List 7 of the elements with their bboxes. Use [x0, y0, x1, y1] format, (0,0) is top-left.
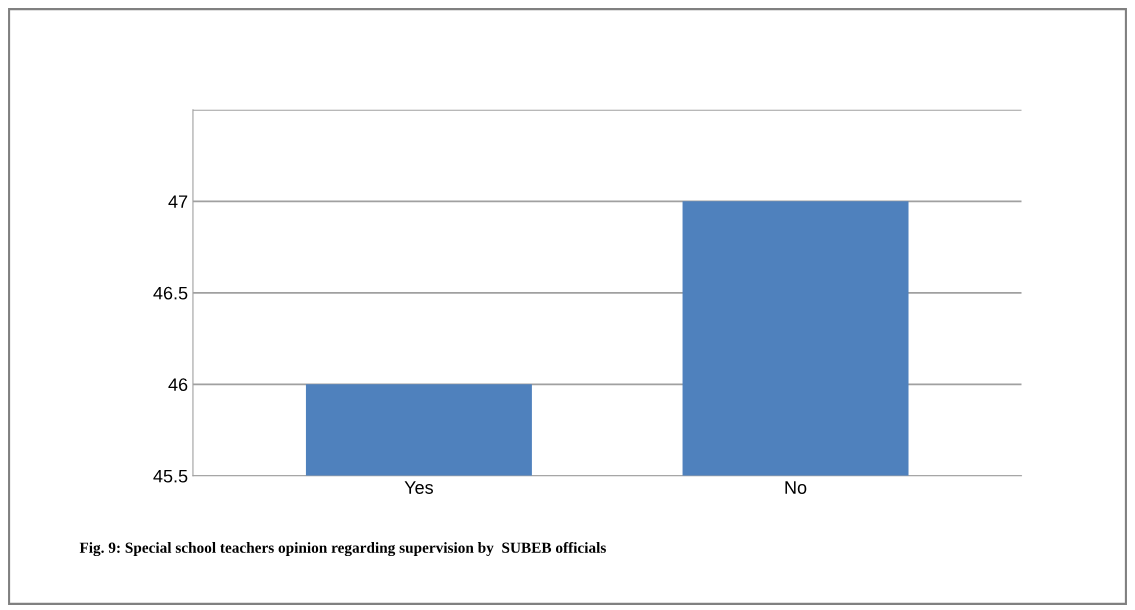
y-tick-label: 46 — [168, 378, 188, 392]
caption: Fig. 9: Special school teachers opinion regarding supervision by SUBEB officials — [79, 541, 606, 557]
y-tick-label: 45.5 — [153, 469, 188, 483]
x-tick-label: No — [785, 481, 807, 494]
y-tick-label: 47 — [168, 195, 188, 208]
x-tick-label: Yes — [404, 481, 433, 494]
y-tick-label: 46.5 — [153, 286, 188, 300]
